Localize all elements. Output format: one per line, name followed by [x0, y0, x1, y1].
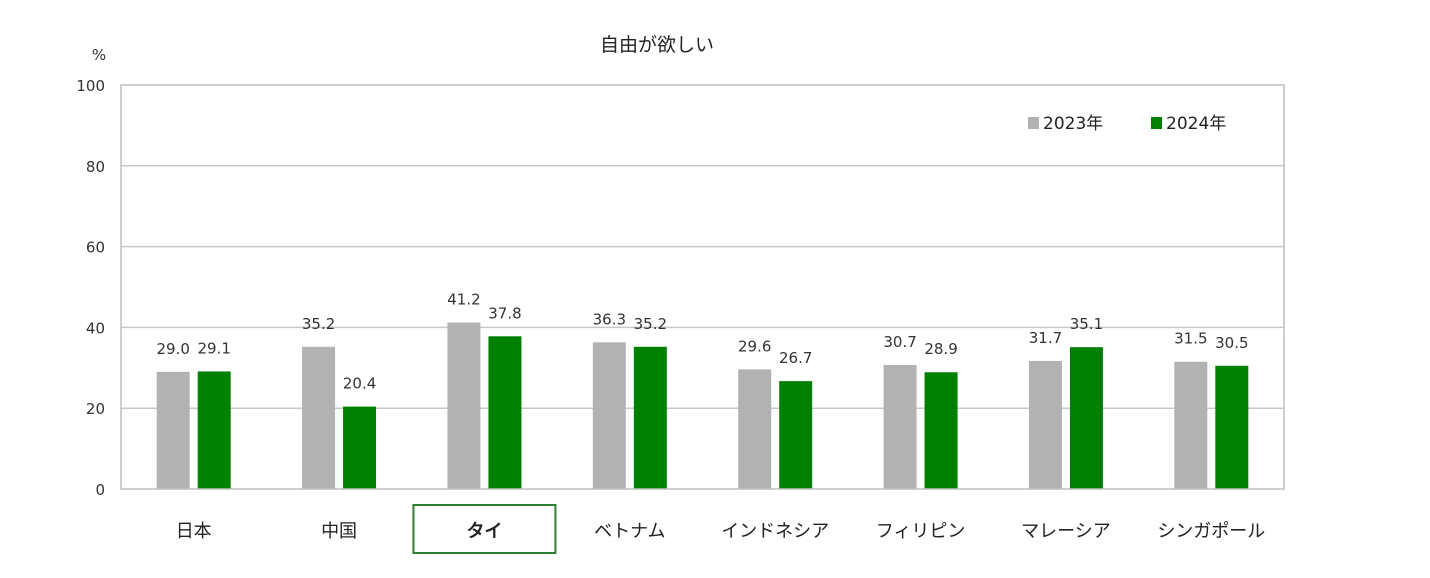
data-label: 35.1	[1070, 315, 1103, 333]
bar	[1215, 365, 1249, 489]
data-label: 29.6	[738, 337, 771, 355]
bar	[1069, 347, 1103, 489]
legend: 2023年 2024年	[1028, 114, 1226, 134]
bar	[156, 371, 190, 489]
plot-area-border	[120, 84, 1285, 490]
data-label: 30.5	[1215, 334, 1248, 352]
data-label: 36.3	[593, 310, 626, 328]
highlight-box	[412, 504, 557, 554]
data-label: 30.7	[883, 333, 916, 351]
data-labels: 29.0 29.1 35.2 20.4 41.2 37.8 36.3 35.2 29.6 26.7…	[156, 291, 1248, 393]
bar	[1174, 361, 1208, 489]
bar	[343, 406, 377, 489]
legend-label: 2024年	[1166, 114, 1226, 134]
x-category-label: マレーシア	[1021, 521, 1111, 542]
bar	[197, 371, 231, 489]
x-axis-categories: 日本 中国 タイ ベトナム インドネシア フィリピン マレーシア シンガポール	[176, 504, 1265, 554]
data-label: 29.0	[156, 340, 189, 358]
x-category-label: 中国	[321, 521, 357, 542]
data-label: 35.2	[302, 315, 335, 333]
bar	[447, 322, 481, 489]
bar	[302, 346, 336, 489]
bars	[156, 322, 1249, 489]
bar	[883, 364, 917, 489]
legend-label: 2023年	[1043, 114, 1103, 134]
y-tick-label: 0	[95, 481, 105, 499]
data-label: 31.5	[1174, 330, 1207, 348]
bar	[779, 381, 813, 489]
data-label: 26.7	[779, 349, 812, 367]
x-category-label: インドネシア	[721, 521, 829, 542]
bar	[924, 372, 958, 489]
data-label: 35.2	[634, 315, 667, 333]
data-label: 29.1	[197, 339, 230, 357]
y-tick-label: 20	[86, 400, 105, 418]
y-tick-label: 100	[76, 77, 105, 95]
y-tick-label: 60	[86, 239, 105, 257]
legend-swatch	[1151, 117, 1162, 129]
bar	[488, 336, 522, 489]
data-label: 31.7	[1029, 329, 1062, 347]
bar	[1028, 360, 1062, 489]
data-label: 37.8	[488, 304, 521, 322]
y-tick-label: 80	[86, 158, 105, 176]
x-category-label: 日本	[176, 521, 212, 542]
x-category-label: フィリピン	[876, 521, 966, 542]
data-label: 20.4	[343, 375, 376, 393]
y-axis-ticks: 0 20 40 60 80 100	[76, 77, 105, 499]
chart-title: 自由が欲しい	[600, 34, 714, 56]
x-category-label: シンガポール	[1157, 521, 1265, 542]
y-tick-label: 40	[86, 319, 105, 337]
gridlines	[121, 165, 1284, 409]
legend-swatch	[1028, 117, 1039, 129]
y-axis-unit: %	[92, 46, 106, 64]
data-label: 28.9	[924, 340, 957, 358]
bar	[738, 369, 772, 489]
data-label: 41.2	[447, 291, 480, 309]
bar	[592, 342, 626, 489]
bar	[633, 346, 667, 489]
x-category-label: タイ	[466, 521, 502, 542]
x-category-label: ベトナム	[594, 521, 665, 542]
